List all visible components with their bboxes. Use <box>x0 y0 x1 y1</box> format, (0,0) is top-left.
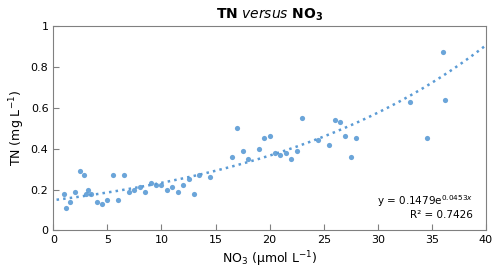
Point <box>142 189 150 194</box>
Point <box>342 134 349 139</box>
Point <box>62 206 70 210</box>
Point <box>174 189 182 194</box>
Point <box>352 136 360 140</box>
Point <box>120 173 128 177</box>
Point <box>276 153 284 157</box>
Point <box>347 155 355 159</box>
Point <box>441 97 449 102</box>
Point <box>255 146 263 151</box>
Point <box>130 187 138 192</box>
Point <box>406 99 414 104</box>
Point <box>136 185 144 190</box>
Point <box>92 200 100 204</box>
Point <box>71 189 79 194</box>
Point <box>168 185 176 190</box>
Point <box>244 157 252 161</box>
Point <box>125 189 133 194</box>
Point <box>190 191 198 196</box>
Y-axis label: TN (mg L$^{-1}$): TN (mg L$^{-1}$) <box>7 90 26 166</box>
X-axis label: NO$_3$ (µmol L$^{-1}$): NO$_3$ (µmol L$^{-1}$) <box>222 250 318 269</box>
Point <box>282 150 290 155</box>
Point <box>196 173 203 177</box>
Point <box>438 50 446 55</box>
Point <box>146 181 154 185</box>
Point <box>288 157 296 161</box>
Point <box>260 136 268 140</box>
Point <box>206 175 214 179</box>
Point <box>76 169 84 173</box>
Point <box>163 187 171 192</box>
Point <box>325 142 333 147</box>
Point <box>84 187 92 192</box>
Point <box>233 126 241 130</box>
Point <box>271 150 279 155</box>
Point <box>152 183 160 188</box>
Point <box>292 148 300 153</box>
Point <box>336 120 344 124</box>
Point <box>114 198 122 202</box>
Point <box>158 183 166 188</box>
Point <box>330 118 338 122</box>
Point <box>314 138 322 143</box>
Point <box>60 191 68 196</box>
Point <box>266 134 274 139</box>
Point <box>238 148 246 153</box>
Point <box>82 191 90 196</box>
Point <box>80 173 88 177</box>
Point <box>66 200 74 204</box>
Point <box>184 177 192 182</box>
Title: $\mathbf{TN}$ $\mathit{versus}$ $\mathbf{NO_3}$: $\mathbf{TN}$ $\mathit{versus}$ $\mathbf… <box>216 7 323 23</box>
Point <box>179 183 187 188</box>
Point <box>87 191 95 196</box>
Point <box>98 202 106 206</box>
Text: y = 0.1479e$^{0.0453x}$
R² = 0.7426: y = 0.1479e$^{0.0453x}$ R² = 0.7426 <box>377 193 473 220</box>
Point <box>422 136 430 140</box>
Point <box>104 198 112 202</box>
Point <box>109 173 117 177</box>
Point <box>298 116 306 120</box>
Point <box>228 155 236 159</box>
